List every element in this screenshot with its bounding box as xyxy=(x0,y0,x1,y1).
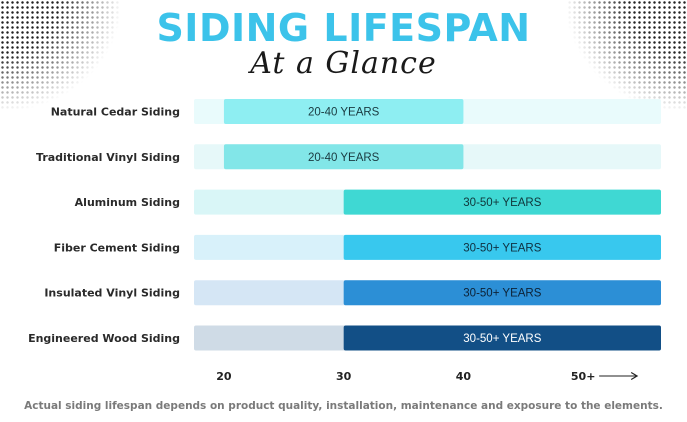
category-label: Fiber Cement Siding xyxy=(54,241,180,254)
x-tick-label: 50+ xyxy=(571,370,596,383)
category-label: Aluminum Siding xyxy=(75,196,180,209)
bar xyxy=(343,325,661,351)
bar xyxy=(343,280,661,306)
footnote: Actual siding lifespan depends on produc… xyxy=(24,400,663,412)
chart-title: SIDING LIFESPAN xyxy=(156,6,531,50)
bar-value-label: 20-40 YEARS xyxy=(308,152,380,164)
chart-subtitle: At a Glance xyxy=(250,46,437,81)
decorative-dots-left xyxy=(0,0,120,110)
x-tick-label: 20 xyxy=(216,370,232,383)
decorative-dots-right xyxy=(567,0,687,110)
bar xyxy=(343,189,661,215)
lifespan-bar-chart: 20-40 YEARS Natural Cedar Siding 20-40 YEA… xyxy=(28,99,661,383)
bar xyxy=(223,99,464,124)
x-tick-label: 30 xyxy=(336,370,352,383)
bar xyxy=(343,234,661,260)
category-label: Traditional Vinyl Siding xyxy=(36,151,180,164)
bar xyxy=(223,144,464,170)
bar-value-label: 30-50+ YEARS xyxy=(463,333,541,345)
x-tick-label: 40 xyxy=(456,370,472,383)
bar-value-label: 30-50+ YEARS xyxy=(463,288,541,300)
bar-value-label: 30-50+ YEARS xyxy=(463,197,541,209)
bar-value-label: 20-40 YEARS xyxy=(308,107,380,119)
category-label: Insulated Vinyl Siding xyxy=(44,287,180,300)
bar-value-label: 30-50+ YEARS xyxy=(463,242,541,254)
axis-arrowhead-icon xyxy=(630,372,639,380)
category-label: Natural Cedar Siding xyxy=(51,106,180,119)
category-label: Engineered Wood Siding xyxy=(28,332,180,345)
